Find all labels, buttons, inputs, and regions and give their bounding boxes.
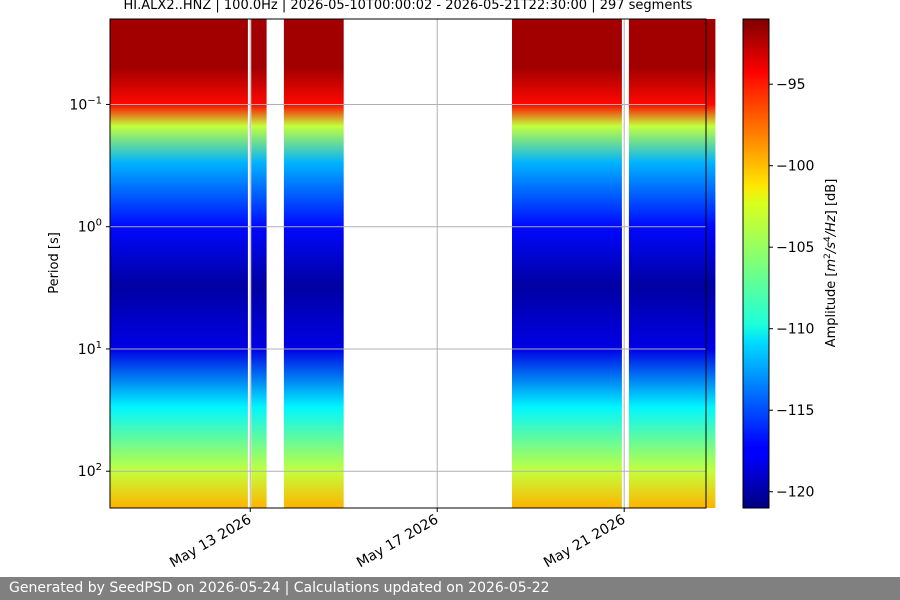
y-tick-label: 102 [78, 462, 102, 480]
colorbar-tick-label: −115 [776, 403, 814, 419]
colorbar-tick-label: −105 [776, 240, 814, 256]
footer-text: Generated by SeedPSD on 2026-05-24 | Cal… [9, 580, 550, 596]
footer-bar: Generated by SeedPSD on 2026-05-24 | Cal… [0, 577, 900, 600]
colorbar-ticks: −95 −100 −105 −110 −115 −120 [769, 77, 814, 501]
x-tick-label: May 13 2026 [167, 512, 254, 572]
y-axis-ticks: 10−1 100 101 102 [69, 95, 110, 480]
spectrogram-segment [628, 19, 716, 508]
colorbar-tick-label: −120 [776, 485, 814, 501]
x-tick-label: May 17 2026 [354, 512, 441, 572]
spectrogram-segment [251, 19, 267, 508]
spectrogram-segment [283, 19, 344, 508]
spectrogram-segment [595, 19, 619, 508]
x-axis-ticks: May 13 2026 May 17 2026 May 21 2026 [167, 508, 628, 571]
plot-frame [109, 18, 707, 509]
x-tick-label: May 21 2026 [541, 512, 628, 572]
chart-title: HI.ALX2..HNZ | 100.0Hz | 2026-05-10T00:0… [123, 0, 693, 13]
y-tick-label: 101 [78, 340, 102, 358]
colorbar [742, 18, 770, 509]
y-tick-label: 10−1 [69, 95, 102, 113]
spectrogram-segment [159, 19, 248, 508]
colorbar-tick-label: −100 [776, 159, 814, 175]
grid-lines [110, 19, 706, 508]
colorbar-tick-label: −110 [776, 322, 814, 338]
y-tick-label: 100 [78, 218, 102, 236]
colorbar-tick-label: −95 [776, 77, 806, 93]
y-axis-label: Period [s] [47, 232, 62, 294]
spectrogram-segments [110, 19, 716, 508]
colorbar-label: Amplitude [m2/s4/Hz] [dB] [823, 179, 839, 348]
